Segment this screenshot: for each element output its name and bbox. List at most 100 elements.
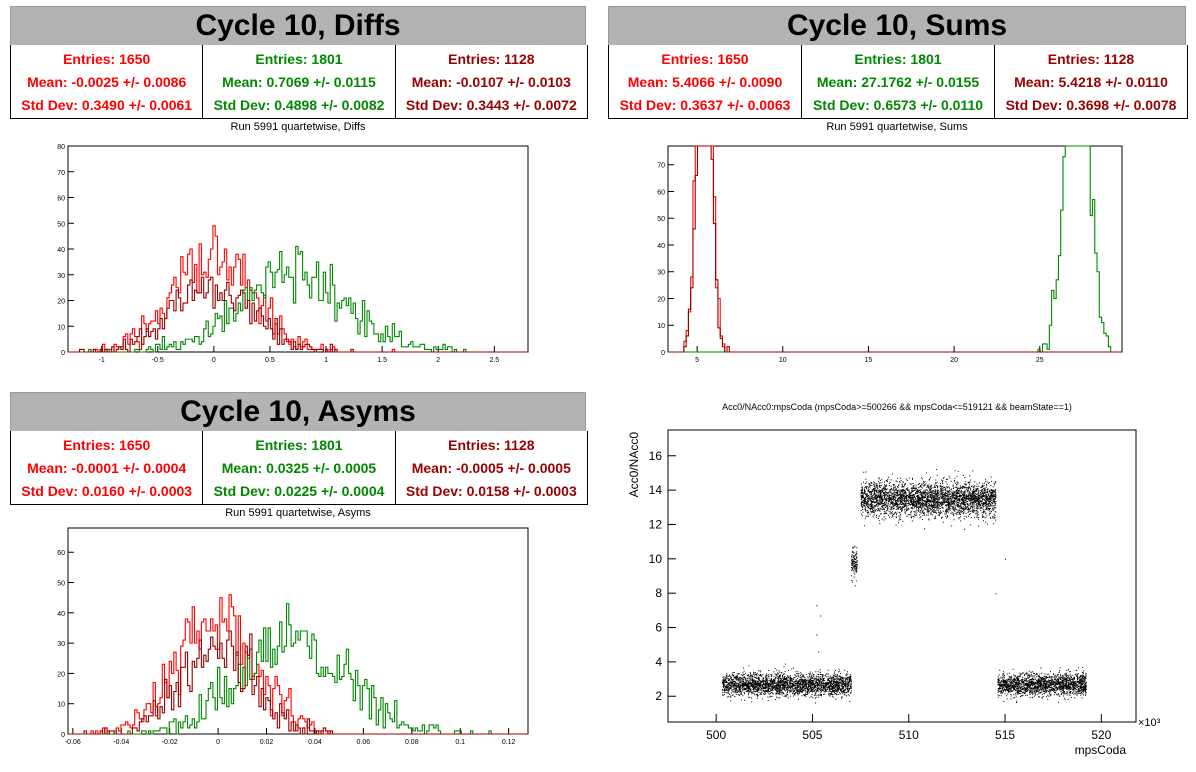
x-tick-label: 520 <box>1091 728 1111 742</box>
stats-box: Entries: 1128 Mean: -0.0005 +/- 0.0005 Std… <box>396 431 587 504</box>
x-tick-label: 25 <box>1036 357 1044 364</box>
asyms-histogram: 0 10 20 30 40 50 60 -0.06 -0.04 -0.02 0 0.02 0.04 0.0… <box>57 527 529 746</box>
diffs-histogram: 0 10 20 30 40 50 60 70 80 -1 -0.5 0 0.5 1 1.5 2 2.5 <box>57 144 529 364</box>
stats-row: Entries: 1650 Mean: -0.0001 +/- 0.0004 Std… <box>10 431 588 505</box>
x-tick-label: 0.02 <box>260 739 274 746</box>
x-tick-label: 0.1 <box>455 739 465 746</box>
stat-mean: Mean: 0.0325 +/- 0.0005 <box>221 459 377 476</box>
y-tick-label: 6 <box>655 621 662 635</box>
stat-mean: Mean: 5.4218 +/- 0.0110 <box>1014 73 1168 90</box>
y-tick-label: 80 <box>57 144 65 151</box>
x-tick-label: 0.12 <box>502 739 516 746</box>
y-tick-label: 50 <box>657 216 665 223</box>
y-tick-label: 10 <box>649 552 663 566</box>
x-tick-label: -0.06 <box>65 739 81 746</box>
stats-box: Entries: 1650 Mean: -0.0025 +/- 0.0086 Std… <box>11 45 204 118</box>
stat-std: Std Dev: 0.0158 +/- 0.0003 <box>405 482 577 499</box>
stat-std: Std Dev: 0.3443 +/- 0.0072 <box>405 96 577 113</box>
stats-box: Entries: 1801 Mean: 0.0325 +/- 0.0005 Std … <box>203 431 396 504</box>
stat-std: Std Dev: 0.6573 +/- 0.0110 <box>812 96 984 113</box>
stat-mean: Mean: -0.0005 +/- 0.0005 <box>411 459 571 476</box>
x-tick-label: 1.5 <box>377 357 387 364</box>
panel-title: Cycle 10, Diffs <box>10 6 586 46</box>
stat-std: Std Dev: 0.4898 +/- 0.0082 <box>213 96 385 113</box>
x-tick-label: -0.02 <box>162 739 178 746</box>
x-tick-label: 0 <box>212 357 216 364</box>
x-tick-label: 2.5 <box>489 357 499 364</box>
x-tick-label: 20 <box>950 357 958 364</box>
stat-mean: Mean: 0.7069 +/- 0.0115 <box>222 73 376 90</box>
y-tick-label: 10 <box>57 702 65 709</box>
y-tick-label: 60 <box>657 189 665 196</box>
stat-std: Std Dev: 0.3490 +/- 0.0061 <box>21 96 193 113</box>
stats-box: Entries: 1650 Mean: -0.0001 +/- 0.0004 Std… <box>11 431 204 504</box>
stat-mean: Mean: -0.0001 +/- 0.0004 <box>27 459 187 476</box>
x-tick-label: 500 <box>706 728 726 742</box>
stat-mean: Mean: 5.4066 +/- 0.0090 <box>627 73 783 90</box>
y-tick-label: 8 <box>655 586 662 600</box>
plot-frame <box>67 527 529 735</box>
y-tick-label: 50 <box>57 581 65 588</box>
y-tick-label: 12 <box>649 517 663 531</box>
x-tick-label: 0.08 <box>405 739 419 746</box>
plot-subtitle: Run 5991 quartetwise, Diffs <box>230 121 366 133</box>
histogram-series <box>668 145 1122 353</box>
stat-entries: Entries: 1801 <box>255 50 343 67</box>
x-tick-label: 5 <box>695 357 699 364</box>
x-tick-label: 10 <box>779 357 787 364</box>
histogram-series <box>68 276 528 353</box>
plot-frame <box>667 145 1123 353</box>
y-tick-label: 10 <box>57 324 65 331</box>
stat-entries: Entries: 1128 <box>448 436 535 453</box>
stat-std: Std Dev: 0.0160 +/- 0.0003 <box>21 482 193 499</box>
x-tick-label: 510 <box>899 728 919 742</box>
stats-box: Entries: 1128 Mean: 5.4218 +/- 0.0110 Std … <box>995 45 1187 118</box>
y-tick-label: 70 <box>657 163 665 170</box>
y-tick-label: 0 <box>61 732 65 739</box>
stat-entries: Entries: 1801 <box>854 50 942 67</box>
x-tick-label: -0.04 <box>113 739 129 746</box>
y-tick-label: 30 <box>657 270 665 277</box>
histogram-series <box>68 245 528 353</box>
y-tick-label: 0 <box>661 350 665 357</box>
x-tick-label: -0.5 <box>152 357 164 364</box>
y-tick-label: 2 <box>655 689 662 703</box>
histogram-series <box>68 594 528 735</box>
stat-std: Std Dev: 0.3637 +/- 0.0063 <box>619 96 791 113</box>
y-tick-label: 50 <box>57 221 65 228</box>
y-tick-label: 40 <box>57 247 65 254</box>
stats-box: Entries: 1128 Mean: -0.0107 +/- 0.0103 Std… <box>396 45 587 118</box>
stat-entries: Entries: 1650 <box>63 436 151 453</box>
x-tick-label: 0 <box>216 739 220 746</box>
x-tick-label: 2 <box>436 357 440 364</box>
y-tick-label: 4 <box>655 655 662 669</box>
y-tick-label: 14 <box>649 483 663 497</box>
x-tick-label: 515 <box>995 728 1015 742</box>
stat-entries: Entries: 1801 <box>255 436 343 453</box>
histogram-series <box>668 145 1122 353</box>
x-tick-label: 15 <box>865 357 873 364</box>
stat-entries: Entries: 1128 <box>1047 50 1135 67</box>
stats-box: Entries: 1801 Mean: 0.7069 +/- 0.0115 Std … <box>203 45 396 118</box>
stat-entries: Entries: 1650 <box>661 50 749 67</box>
panel-title: Cycle 10, Asyms <box>10 392 586 432</box>
stats-row: Entries: 1650 Mean: 5.4066 +/- 0.0090 Std … <box>608 45 1188 119</box>
plot-subtitle: Run 5991 quartetwise, Asyms <box>225 507 371 519</box>
histogram-series <box>68 630 528 735</box>
y-tick-label: 30 <box>57 641 65 648</box>
scatter-title: Acc0/NAcc0:mpsCoda (mpsCoda>=500266 && m… <box>722 402 1072 412</box>
histogram-series <box>668 145 1122 353</box>
x-tick-label: -1 <box>99 357 105 364</box>
y-tick-label: 60 <box>57 550 65 557</box>
x-exponent: ×10³ <box>1138 717 1161 729</box>
plot-frame <box>667 429 1137 723</box>
stat-mean: Mean: -0.0025 +/- 0.0086 <box>27 73 187 90</box>
histogram-series <box>68 603 528 735</box>
stats-row: Entries: 1650 Mean: -0.0025 +/- 0.0086 Std… <box>10 45 588 119</box>
y-tick-label: 60 <box>57 196 65 203</box>
scatter-points <box>722 468 1087 704</box>
stat-mean: Mean: 27.1762 +/- 0.0155 <box>816 73 980 90</box>
stat-entries: Entries: 1650 <box>63 50 151 67</box>
y-tick-label: 40 <box>57 611 65 618</box>
stats-box: Entries: 1801 Mean: 27.1762 +/- 0.0155 Std… <box>802 45 995 118</box>
